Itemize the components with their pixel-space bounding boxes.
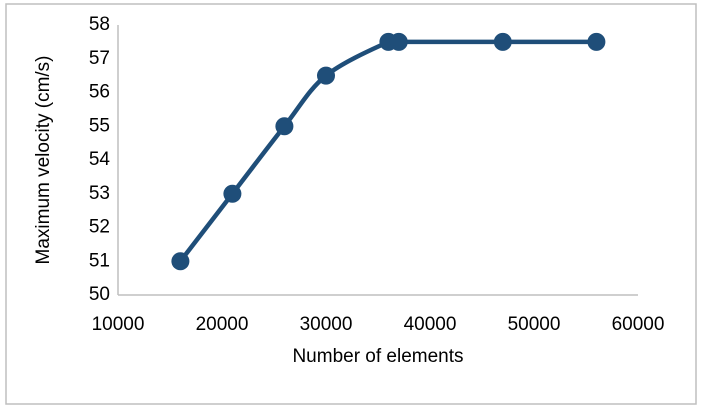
y-tick-label: 50	[89, 284, 110, 305]
x-tick-label: 60000	[612, 314, 665, 335]
point	[587, 32, 606, 51]
y-tick-label: 57	[89, 48, 110, 69]
x-axis-title: Number of elements	[292, 346, 463, 367]
point	[275, 117, 294, 136]
point	[389, 32, 408, 51]
y-tick-label: 56	[89, 82, 110, 103]
x-tick-label: 10000	[92, 314, 145, 335]
x-tick-label: 30000	[300, 314, 353, 335]
y-axis-title: Maximum velocity (cm/s)	[33, 55, 54, 264]
chart-border	[5, 3, 697, 405]
y-tick-label: 55	[89, 115, 110, 136]
y-tick-label: 58	[89, 14, 110, 35]
point	[223, 184, 242, 203]
point	[317, 66, 335, 85]
y-tick-label: 51	[89, 250, 110, 271]
y-tick-label: 54	[89, 149, 111, 170]
y-tick-label: 52	[89, 217, 110, 238]
point	[171, 252, 190, 271]
x-tick-label: 20000	[196, 314, 249, 335]
point	[493, 32, 512, 51]
y-tick-label: 53	[89, 183, 110, 204]
x-tick-label: 50000	[508, 314, 561, 335]
x-tick-label: 40000	[404, 314, 457, 335]
